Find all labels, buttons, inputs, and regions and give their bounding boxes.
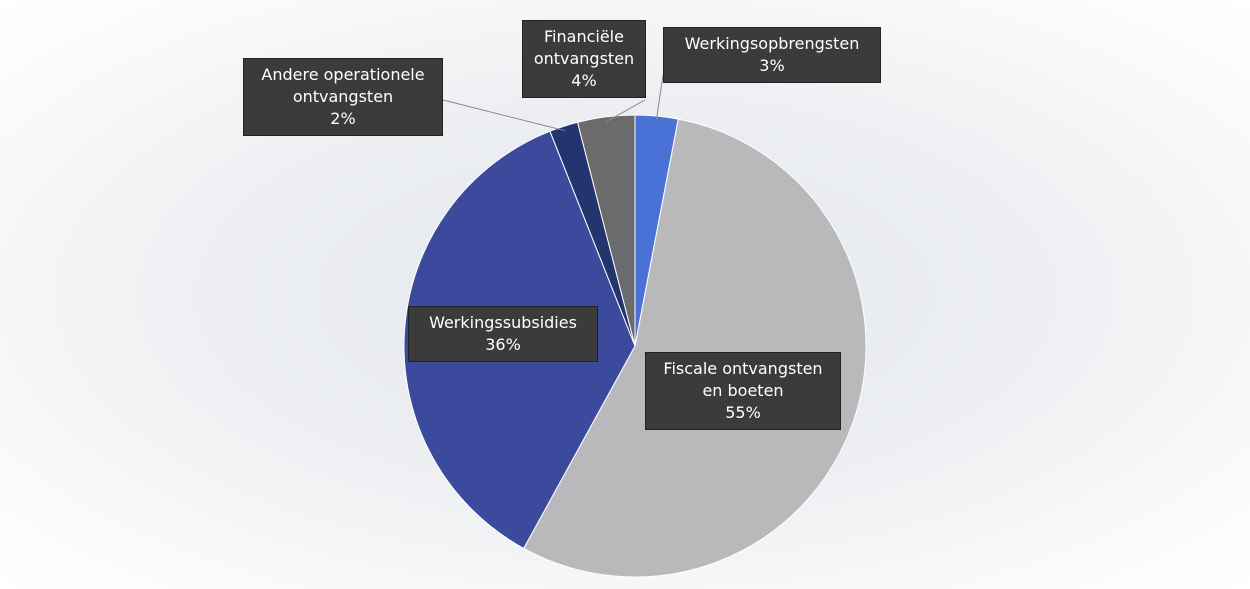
leader-line bbox=[442, 99, 566, 132]
data-label: Werkingssubsidies 36% bbox=[408, 306, 598, 362]
label-percent: 55% bbox=[725, 403, 761, 422]
label-percent: 2% bbox=[330, 109, 356, 128]
label-percent: 3% bbox=[759, 56, 785, 75]
label-name: Andere operationele ontvangsten bbox=[261, 65, 425, 106]
pie-slice bbox=[576, 114, 636, 347]
data-label: Werkingsopbrengsten 3% bbox=[663, 27, 881, 83]
label-name: Financiële ontvangsten bbox=[533, 27, 635, 68]
label-name: Werkingssubsidies bbox=[429, 313, 577, 332]
data-label: Financiële ontvangsten 4% bbox=[522, 20, 646, 98]
leader-line bbox=[655, 74, 664, 121]
data-label: Andere operationele ontvangsten 2% bbox=[243, 58, 443, 136]
label-percent: 36% bbox=[485, 335, 521, 354]
pie-slice bbox=[523, 118, 867, 578]
leader-line bbox=[606, 99, 646, 122]
label-percent: 4% bbox=[571, 71, 597, 90]
label-name: Fiscale ontvangsten en boeten bbox=[663, 359, 823, 400]
data-label: Fiscale ontvangsten en boeten 55% bbox=[645, 352, 841, 430]
label-name: Werkingsopbrengsten bbox=[684, 34, 860, 53]
